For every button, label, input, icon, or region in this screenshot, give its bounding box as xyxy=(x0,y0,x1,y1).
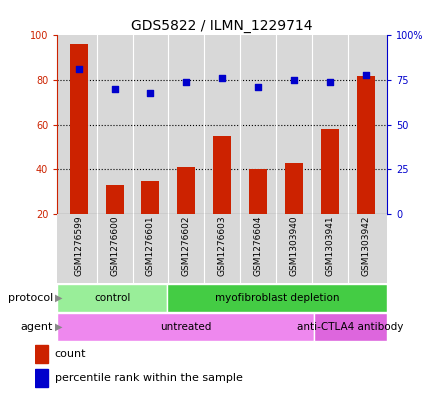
Bar xyxy=(57,284,167,312)
Point xyxy=(326,79,334,85)
Text: protocol: protocol xyxy=(7,293,53,303)
Point xyxy=(183,79,190,85)
Text: GSM1276603: GSM1276603 xyxy=(218,215,227,276)
Bar xyxy=(35,369,48,387)
Bar xyxy=(167,284,387,312)
Text: ▶: ▶ xyxy=(55,322,62,332)
Bar xyxy=(357,75,374,214)
Text: GSM1276599: GSM1276599 xyxy=(74,215,83,276)
Bar xyxy=(314,313,387,341)
Text: GSM1276604: GSM1276604 xyxy=(253,215,263,276)
Text: GSM1276602: GSM1276602 xyxy=(182,215,191,276)
Title: GDS5822 / ILMN_1229714: GDS5822 / ILMN_1229714 xyxy=(132,19,313,33)
Point xyxy=(362,72,369,78)
Bar xyxy=(213,136,231,214)
Bar xyxy=(285,163,303,214)
Bar xyxy=(57,313,314,341)
Bar xyxy=(321,129,339,214)
Bar xyxy=(70,44,88,214)
Text: ▶: ▶ xyxy=(55,293,62,303)
Text: GSM1303941: GSM1303941 xyxy=(325,215,334,276)
Text: myofibroblast depletion: myofibroblast depletion xyxy=(215,293,339,303)
Point xyxy=(219,75,226,81)
Bar xyxy=(142,181,159,214)
Text: count: count xyxy=(55,349,86,359)
Text: GSM1303940: GSM1303940 xyxy=(290,215,298,276)
Bar xyxy=(106,185,124,214)
Text: agent: agent xyxy=(20,322,53,332)
Text: percentile rank within the sample: percentile rank within the sample xyxy=(55,373,242,383)
Point xyxy=(75,66,82,72)
Bar xyxy=(249,169,267,214)
Text: GSM1276600: GSM1276600 xyxy=(110,215,119,276)
Point xyxy=(255,84,262,90)
Point xyxy=(147,90,154,96)
Text: control: control xyxy=(94,293,130,303)
Text: untreated: untreated xyxy=(160,322,211,332)
Bar xyxy=(177,167,195,214)
Text: GSM1276601: GSM1276601 xyxy=(146,215,155,276)
Bar xyxy=(35,345,48,363)
Text: anti-CTLA4 antibody: anti-CTLA4 antibody xyxy=(297,322,404,332)
Point xyxy=(290,77,297,83)
Point xyxy=(111,86,118,92)
Text: GSM1303942: GSM1303942 xyxy=(361,215,370,276)
